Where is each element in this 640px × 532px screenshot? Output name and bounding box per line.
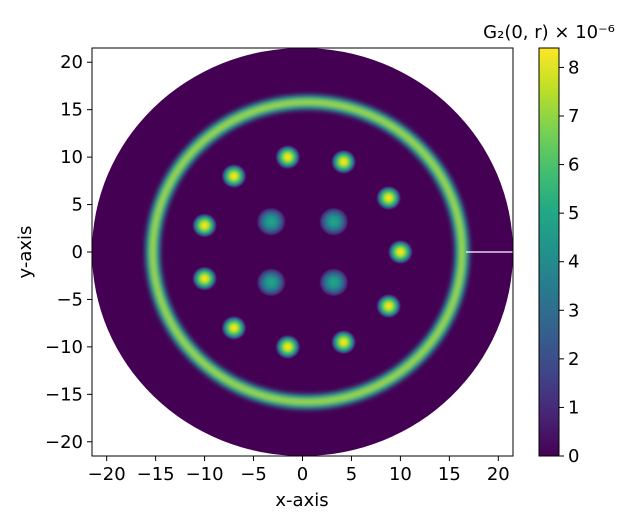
density-peak — [256, 207, 287, 237]
density-peak — [220, 315, 247, 341]
x-tick-label: 0 — [297, 464, 308, 485]
x-tick-label: −10 — [186, 464, 224, 485]
y-tick-label: −15 — [45, 384, 83, 405]
density-peak — [375, 293, 402, 319]
colorbar — [539, 48, 559, 456]
density-peak — [330, 329, 357, 355]
y-tick-label: 0 — [72, 242, 83, 263]
x-tick-label: 20 — [487, 464, 510, 485]
y-tick-label: 20 — [60, 52, 83, 73]
y-tick-label: −10 — [45, 337, 83, 358]
x-tick-label: −15 — [137, 464, 175, 485]
colorbar-ticks: 0 1 2 3 4 5 6 7 8 — [559, 57, 579, 467]
density-peak — [330, 149, 357, 175]
y-tick-label: 10 — [60, 147, 83, 168]
density-peak — [191, 265, 218, 292]
colorbar-tick-label: 3 — [568, 300, 579, 321]
density-peak — [274, 144, 301, 170]
x-tick-label: −5 — [240, 464, 267, 485]
y-axis-label: y-axis — [15, 226, 36, 279]
density-peak — [256, 267, 287, 297]
colorbar-tick-label: 1 — [568, 397, 579, 418]
y-tick-label: 5 — [72, 195, 83, 216]
x-tick-label: 10 — [389, 464, 412, 485]
density-peak — [191, 212, 218, 239]
colorbar-label: G₂(0, r) × 10⁻⁶ — [483, 22, 615, 43]
colorbar-tick-label: 0 — [568, 446, 579, 467]
colorbar-frame — [538, 47, 560, 457]
heatmap-layer — [92, 48, 513, 456]
colorbar-tick-label: 6 — [568, 155, 579, 176]
y-tick-label: −5 — [56, 289, 83, 310]
x-tick-label: 15 — [438, 464, 461, 485]
colorbar-tick-label: 7 — [568, 106, 579, 127]
density-peak — [274, 334, 301, 360]
density-peak — [387, 239, 414, 265]
density-peak — [375, 185, 402, 211]
density-peak — [318, 267, 349, 297]
density-peak — [318, 207, 349, 237]
colorbar-tick-label: 2 — [568, 349, 579, 370]
density-ring — [144, 94, 471, 410]
y-tick-label: −20 — [45, 432, 83, 453]
x-axis-label: x-axis — [275, 490, 328, 511]
x-tick-label: −20 — [88, 464, 126, 485]
colorbar-tick-label: 8 — [568, 57, 579, 78]
y-tick-label: 15 — [60, 100, 83, 121]
y-axis-ticks: −20 −15 −10 −5 0 5 10 15 20 — [45, 52, 92, 453]
colorbar-tick-label: 5 — [568, 203, 579, 224]
x-tick-label: 5 — [346, 464, 357, 485]
x-axis-ticks: −20 −15 −10 −5 0 5 10 15 20 — [88, 456, 510, 485]
colorbar-tick-label: 4 — [568, 252, 579, 273]
density-peak — [220, 163, 247, 189]
